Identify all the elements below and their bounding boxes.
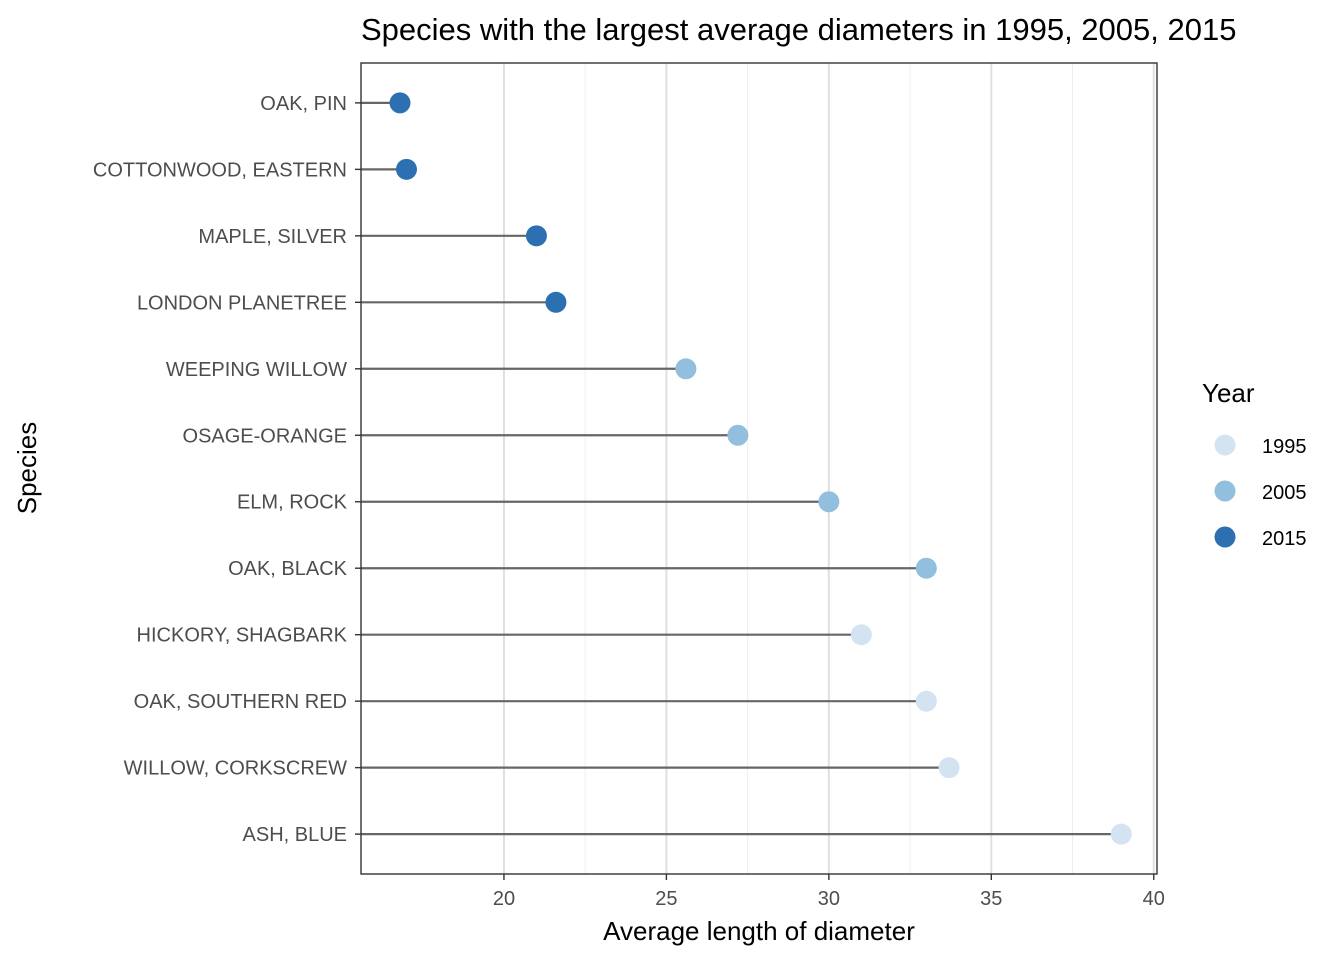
data-point	[1110, 823, 1132, 845]
data-point	[675, 358, 697, 380]
y-tick-label: WEEPING WILLOW	[166, 359, 347, 381]
chart-title: Species with the largest average diamete…	[361, 12, 1236, 47]
data-point	[915, 690, 937, 712]
legend-key	[1214, 480, 1236, 502]
legend-label: 2005	[1262, 482, 1307, 504]
x-tick-label: 25	[655, 888, 677, 910]
data-point	[389, 92, 411, 114]
y-tick-label: OAK, BLACK	[228, 558, 348, 580]
y-axis: OAK, PIN COTTONWOOD, EASTERN MAPLE, SILVER…	[93, 93, 361, 846]
y-axis-title: Species	[12, 422, 42, 515]
data-point	[395, 158, 417, 180]
x-axis-title: Average length of diameter	[603, 916, 915, 946]
plot-panel	[360, 62, 1158, 875]
y-tick-label: WILLOW, CORKSCREW	[124, 758, 347, 780]
y-tick-label: LONDON PLANETREE	[137, 292, 347, 314]
legend-label: 2015	[1262, 528, 1307, 550]
x-tick-label: 20	[493, 888, 515, 910]
data-point	[818, 491, 840, 513]
data-point	[850, 624, 872, 646]
x-tick-label: 35	[980, 888, 1002, 910]
legend: Year 1995 2005 2015	[1202, 378, 1307, 550]
legend-label: 1995	[1262, 436, 1307, 458]
legend-title: Year	[1202, 378, 1255, 408]
y-tick-label: HICKORY, SHAGBARK	[137, 625, 348, 647]
legend-key	[1214, 434, 1236, 456]
panel-border	[360, 62, 1158, 875]
x-tick-label: 30	[818, 888, 840, 910]
data-point	[915, 557, 937, 579]
y-tick-label: OAK, SOUTHERN RED	[134, 691, 347, 713]
y-tick-label: ASH, BLUE	[243, 824, 347, 846]
y-tick-label: OAK, PIN	[260, 93, 347, 115]
data-point	[727, 424, 749, 446]
data-point	[525, 225, 547, 247]
x-tick-label: 40	[1143, 888, 1165, 910]
legend-key	[1214, 526, 1236, 548]
y-tick-label: ELM, ROCK	[237, 492, 348, 514]
y-tick-label: MAPLE, SILVER	[198, 226, 347, 248]
y-tick-label: COTTONWOOD, EASTERN	[93, 159, 347, 181]
data-point	[938, 757, 960, 779]
x-axis: 20 25 30 35 40	[493, 874, 1165, 910]
y-tick-label: OSAGE-ORANGE	[183, 425, 347, 447]
data-point	[545, 291, 567, 313]
